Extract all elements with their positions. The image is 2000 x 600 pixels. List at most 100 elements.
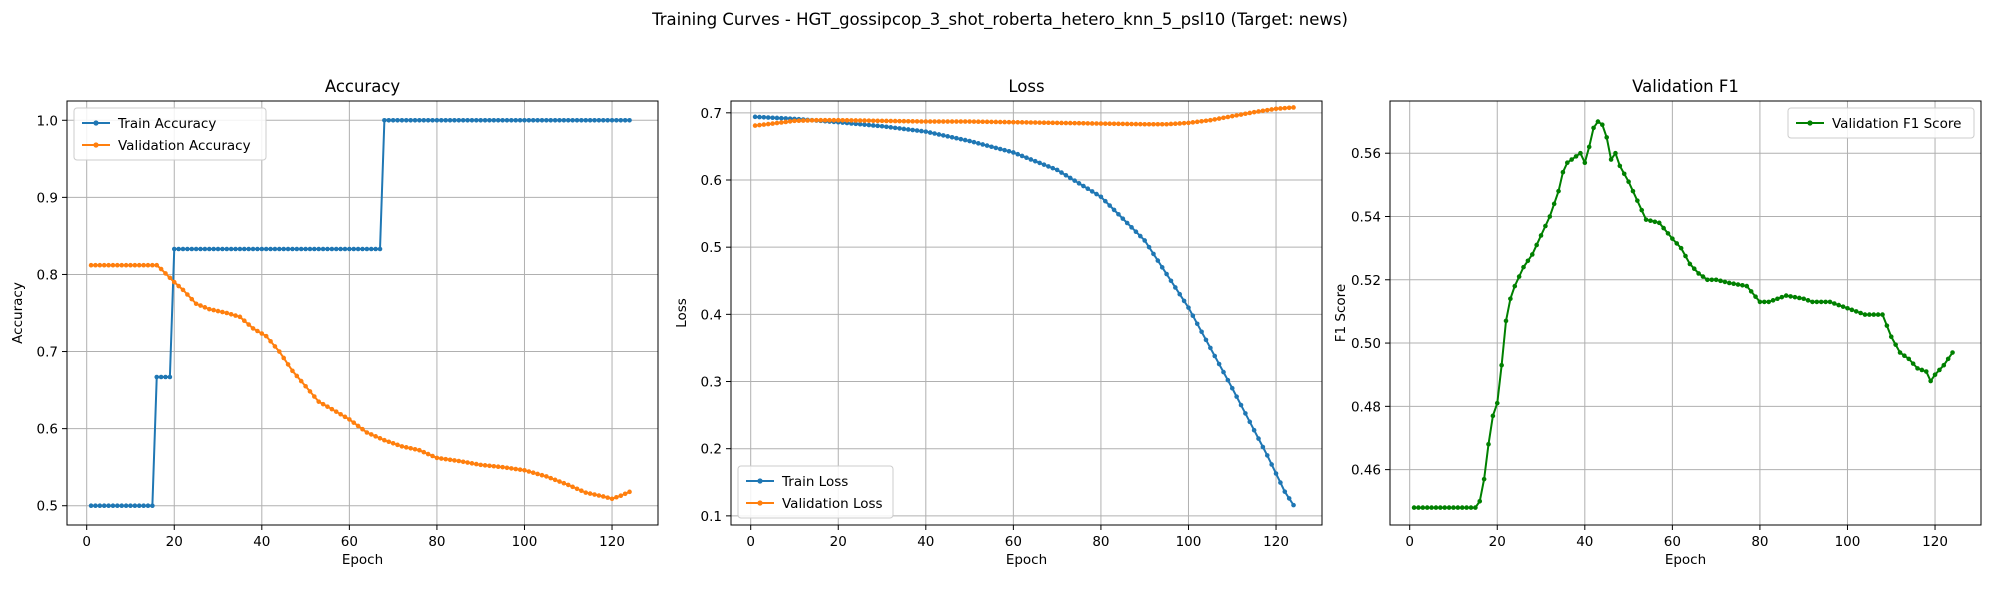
accuracy-series-1-point <box>355 423 361 429</box>
loss-series-1-point <box>1151 121 1156 127</box>
loss-legend-label: Validation Loss <box>782 496 883 512</box>
accuracy-series-0-point <box>158 374 164 380</box>
accuracy-series-0-point <box>88 503 94 509</box>
accuracy-series-1-point <box>307 389 313 394</box>
loss-series-0-point <box>1059 170 1064 175</box>
loss-series-1-point <box>866 118 872 123</box>
loss-x-tick-label: 80 <box>1092 534 1109 550</box>
loss-series-1-point <box>870 118 876 124</box>
accuracy-series-0-point <box>123 503 129 509</box>
loss-series-1-point <box>805 118 810 123</box>
accuracy-series-0-point <box>145 503 151 509</box>
accuracy-series-1-point <box>605 495 610 500</box>
loss-series-1-point <box>1234 113 1239 118</box>
accuracy-series-0-point <box>535 117 540 123</box>
f1-series-0-point <box>1893 342 1898 347</box>
accuracy-series-0-point <box>141 503 146 509</box>
f1-series-0-point <box>1525 258 1531 264</box>
loss-series-0-point <box>1168 278 1174 284</box>
accuracy-series-0-point <box>163 374 168 380</box>
loss-series-1-point <box>1138 121 1143 127</box>
f1-series-0-point <box>1556 188 1561 194</box>
accuracy-series-0-point <box>303 246 308 252</box>
accuracy-series-0-point <box>351 246 357 252</box>
f1-x-tick-label: 100 <box>1835 534 1861 550</box>
loss-series-0-point <box>1094 191 1099 197</box>
accuracy-series-0-point <box>320 246 326 252</box>
f1-series-0-point <box>1792 294 1798 300</box>
f1-series-0-point <box>1836 302 1842 308</box>
f1-series-0-point <box>1762 299 1767 305</box>
loss-series-0-point <box>927 130 933 135</box>
f1-series-0-point <box>1499 362 1504 368</box>
accuracy-legend-swatch-marker <box>93 120 99 126</box>
loss-series-0-point <box>1111 207 1117 213</box>
f1-series-0-point <box>1429 505 1434 510</box>
loss-series-1-point <box>1247 110 1253 116</box>
accuracy-series-1-point <box>509 466 514 471</box>
accuracy-series-1-point <box>171 279 177 285</box>
accuracy-series-0-point <box>561 117 567 123</box>
loss-series-1-point <box>1186 120 1191 126</box>
accuracy-series-1-point <box>425 451 431 457</box>
accuracy-series-0-point <box>443 117 448 123</box>
loss-series-1-point <box>1037 120 1042 125</box>
loss-series-0-point <box>884 124 889 130</box>
accuracy-series-0-point <box>316 246 322 252</box>
f1-series-0-point <box>1928 378 1933 384</box>
f1-series-0-point <box>1494 400 1500 406</box>
f1-series-0-point <box>1551 201 1557 207</box>
loss-series-0-point <box>857 121 863 127</box>
loss-series-0-point <box>866 122 872 128</box>
loss-series-1-point <box>1085 121 1091 126</box>
accuracy-series-0-point <box>395 117 400 123</box>
f1-series-0-point <box>1753 294 1758 299</box>
f1-series-0-point <box>1705 277 1710 283</box>
loss-series-1-point <box>1046 120 1051 126</box>
accuracy-series-1-point <box>434 455 440 461</box>
f1-series-0-point <box>1932 372 1938 378</box>
accuracy-series-1-point <box>557 479 562 484</box>
accuracy-series-1-point <box>298 378 304 384</box>
accuracy-series-0-point <box>539 117 545 123</box>
accuracy-legend-swatch-marker <box>93 142 99 148</box>
loss-series-0-point <box>1238 402 1244 408</box>
f1-series-0-point <box>1691 266 1697 272</box>
accuracy-series-1-point <box>596 493 602 498</box>
loss-series-1-point <box>770 121 775 126</box>
accuracy-series-1-point <box>167 275 173 281</box>
accuracy-series-0-point <box>513 117 519 123</box>
loss-series-0-point <box>1098 194 1104 200</box>
loss-series-0-point <box>1159 265 1165 270</box>
loss-series-0-point <box>1177 291 1183 297</box>
loss-series-1-point <box>1269 107 1274 112</box>
accuracy-series-1-point <box>535 471 540 477</box>
accuracy-series-0-point <box>605 117 610 123</box>
loss-series-1-point <box>1278 106 1283 111</box>
accuracy-series-1-point <box>150 262 155 268</box>
f1-series-0-point <box>1652 219 1658 225</box>
f1-legend-box <box>1787 107 1975 139</box>
accuracy-series-0-point <box>386 117 392 123</box>
loss-series-1-point <box>976 119 981 124</box>
loss-series-0-point <box>1006 149 1012 154</box>
accuracy-series-0-point <box>500 117 505 123</box>
loss-title: Loss <box>1008 77 1044 96</box>
accuracy-series-1-point <box>539 472 545 478</box>
f1-ylabel: F1 Score <box>1333 284 1349 342</box>
accuracy-series-0-point <box>268 246 273 252</box>
loss-y-tick-label: 0.4 <box>701 307 722 323</box>
f1-series-0-point <box>1744 283 1750 289</box>
accuracy-series-0-point <box>329 246 335 252</box>
accuracy-series-0-point <box>119 503 125 509</box>
accuracy-series-0-point <box>342 246 348 252</box>
f1-series-0-point <box>1709 277 1715 283</box>
f1-series-0-point <box>1416 505 1421 510</box>
loss-series-1-point <box>901 118 907 124</box>
f1-series-0-point <box>1586 144 1592 150</box>
accuracy-series-1-point <box>97 262 103 268</box>
f1-series-0-point <box>1508 296 1513 302</box>
loss-series-0-point <box>879 123 885 129</box>
f1-series-0-point <box>1875 312 1881 317</box>
accuracy-series-1-point <box>185 292 190 297</box>
